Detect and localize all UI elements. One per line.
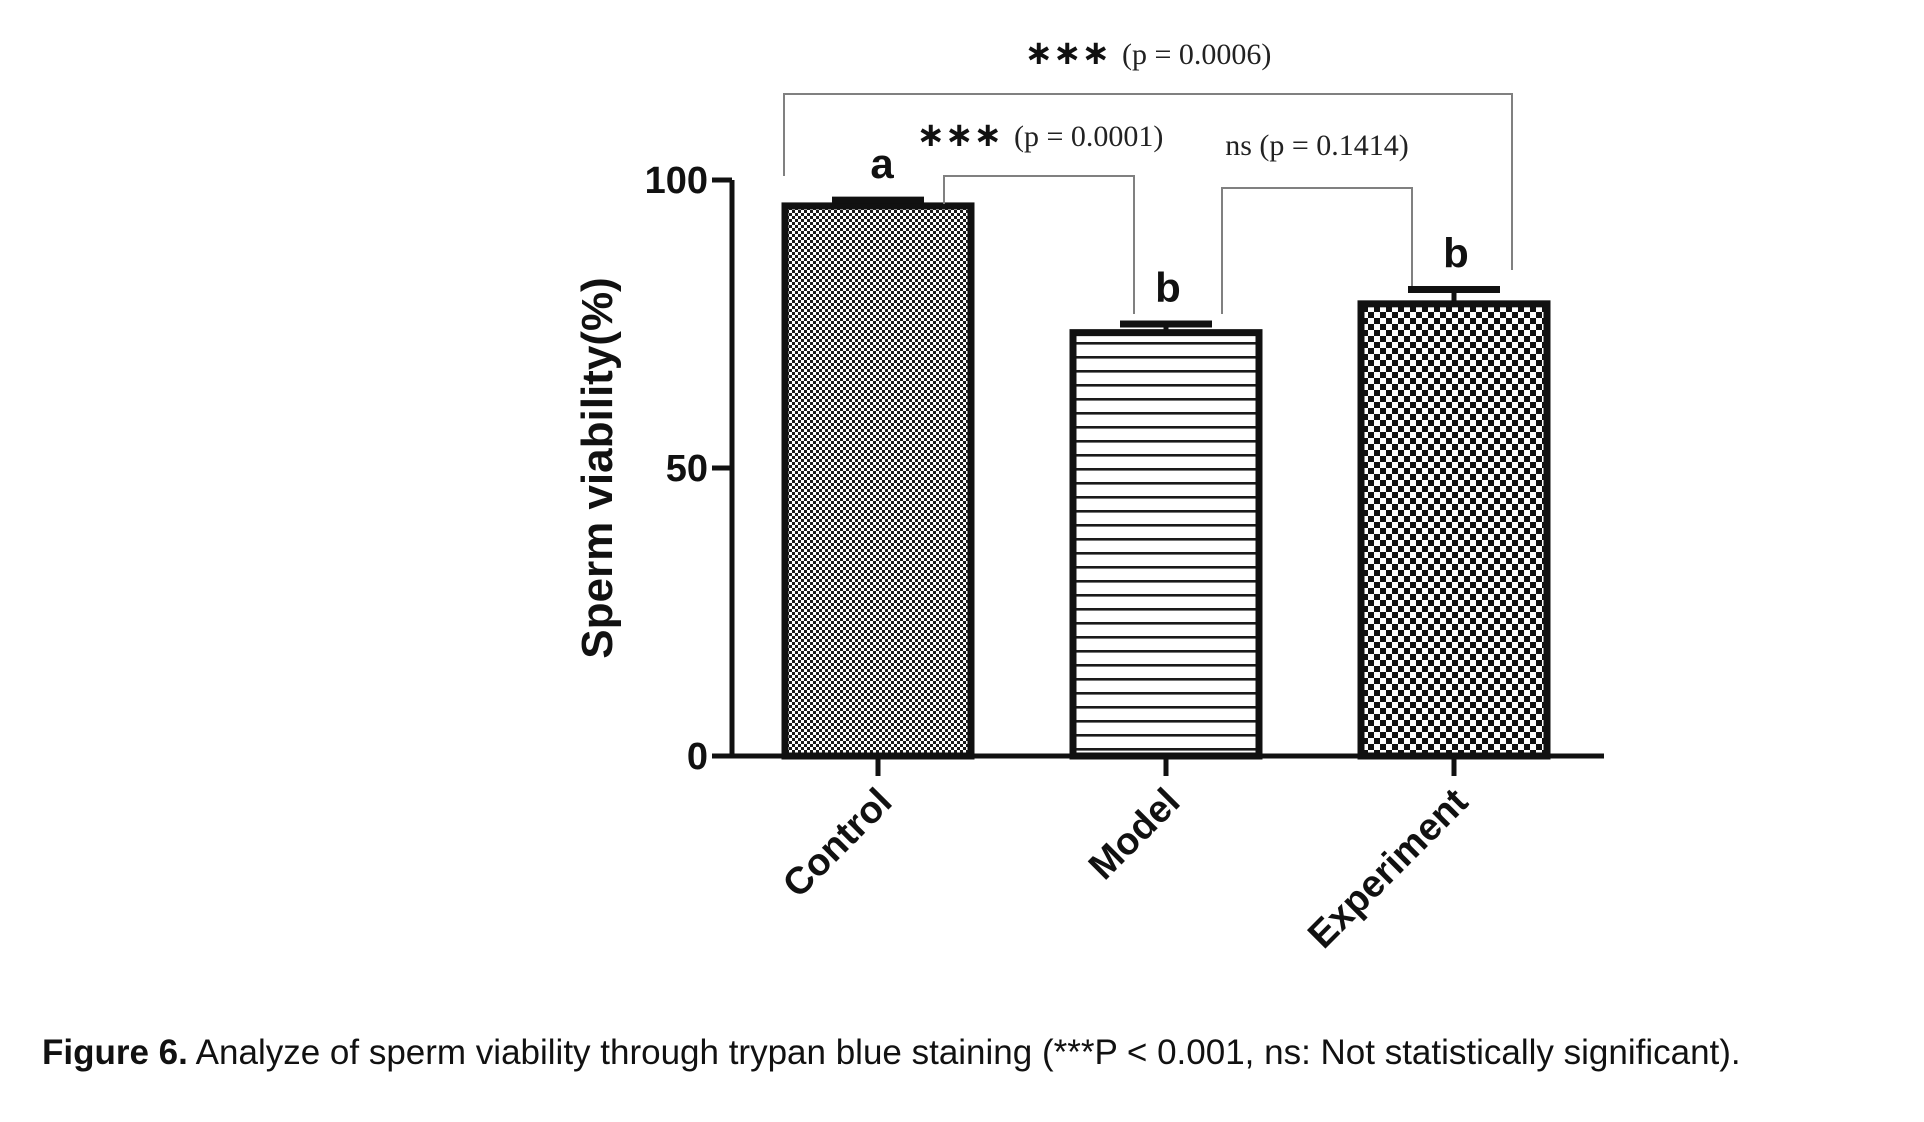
significance-p-value: (p = 0.0001) (1014, 120, 1163, 153)
x-category-label: Control (775, 781, 900, 906)
bar-experiment (1357, 300, 1551, 760)
significance-annotation: ns (p = 0.1414) (1225, 129, 1409, 162)
y-axis-title: Sperm viability(%) (573, 277, 622, 658)
x-category-label: Experiment (1300, 780, 1476, 956)
significance-annotation: ∗∗∗ (p = 0.0006) (1025, 33, 1272, 73)
sperm-viability-chart: 0 50 100 Sperm viability(%) Control a Model b E… (573, 33, 1604, 957)
significance-stars: ∗∗∗ (917, 115, 1014, 155)
significance-ns: ns (1225, 129, 1259, 162)
significance-bracket (783, 93, 1513, 270)
y-tick-label: 50 (666, 448, 708, 490)
figure-caption: Figure 6. Analyze of sperm viability thr… (42, 1031, 1902, 1075)
significance-stars: ∗∗∗ (1025, 33, 1122, 73)
bar-control (781, 202, 975, 760)
group-letter: b (1155, 264, 1181, 311)
significance-bracket (1221, 187, 1413, 314)
significance-bracket (943, 175, 1135, 314)
caption-text: Analyze of sperm viability through trypa… (187, 1033, 1741, 1072)
y-tick-label: 0 (687, 736, 708, 778)
group-letter: a (870, 140, 894, 187)
bar-model (1069, 329, 1263, 760)
y-tick-label: 100 (645, 160, 708, 202)
significance-p-value: (p = 0.0006) (1122, 38, 1271, 71)
group-letter: b (1443, 229, 1469, 276)
significance-annotation: ∗∗∗ (p = 0.0001) (917, 115, 1164, 155)
x-category-label: Model (1081, 781, 1188, 888)
bar-chart-svg: 0 50 100 Sperm viability(%) Control a Model b E… (573, 33, 1604, 957)
significance-p-value: (p = 0.1414) (1259, 129, 1408, 162)
caption-label: Figure 6. (42, 1033, 188, 1072)
